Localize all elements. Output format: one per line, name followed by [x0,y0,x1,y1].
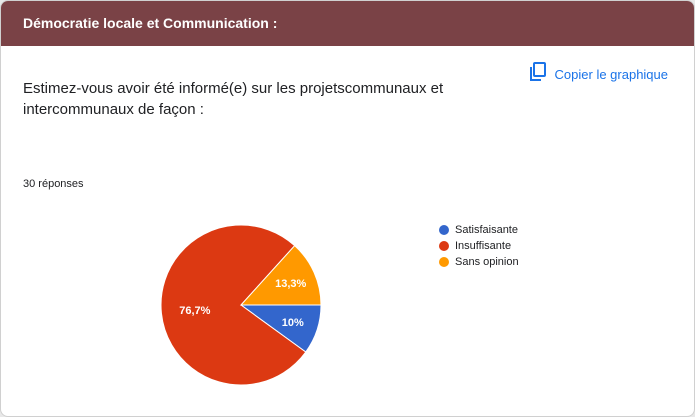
pie-label-sans-opinion: 13,3% [275,278,306,290]
legend-swatch [439,225,449,235]
legend-item-insuffisante: Insuffisante [439,238,519,254]
pie-label-satisfaisante: 10% [282,317,304,329]
pie-label-insuffisante: 76,7% [179,305,210,317]
pie-slice-sans-opinion [239,244,322,306]
copy-chart-button[interactable]: Copier le graphique [529,62,668,87]
legend-item-satisfaisante: Satisfaisante [439,222,519,238]
section-title: Démocratie locale et Communication : [23,15,278,31]
legend-item-sans-opinion: Sans opinion [439,254,519,270]
chart-legend: Satisfaisante Insuffisante Sans opinion [439,222,519,270]
legend-label: Sans opinion [455,256,519,268]
legend-label: Satisfaisante [455,224,518,236]
legend-label: Insuffisante [455,240,512,252]
pie-slice-insuffisante [160,224,307,386]
section-header: Démocratie locale et Communication : [1,1,694,46]
legend-swatch [439,241,449,251]
copy-chart-label: Copier le graphique [554,67,668,82]
copy-icon [529,62,547,87]
legend-swatch [439,257,449,267]
question-text: Estimez-vous avoir été informé(e) sur le… [23,80,444,118]
response-count: 30 réponses [23,178,84,190]
